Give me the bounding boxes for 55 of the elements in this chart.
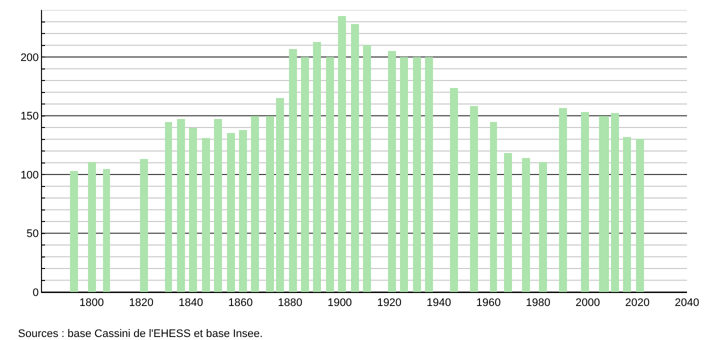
bar	[470, 106, 478, 292]
bar	[490, 122, 497, 292]
x-tick-label: 2040	[674, 297, 700, 310]
bar	[313, 42, 321, 292]
bar	[522, 158, 530, 292]
bar	[581, 112, 589, 292]
bar	[611, 113, 619, 292]
bar	[413, 57, 421, 292]
bar	[140, 159, 148, 292]
bar	[425, 57, 433, 292]
bar	[202, 138, 210, 292]
bar	[214, 119, 222, 292]
bar	[239, 130, 247, 292]
bar	[177, 119, 185, 292]
bar	[189, 128, 197, 292]
bar	[326, 57, 334, 292]
bar	[388, 51, 396, 292]
x-tick-label: 1800	[79, 297, 104, 310]
bar	[251, 116, 259, 292]
x-tick-label: 1980	[526, 297, 550, 310]
x-tick-label: 2020	[625, 297, 650, 310]
bar	[363, 45, 371, 292]
x-tick-label: 1820	[128, 297, 154, 310]
bar	[559, 108, 567, 292]
bar	[351, 24, 359, 292]
bar	[276, 98, 284, 292]
bar	[70, 171, 78, 292]
y-tick-label: 200	[20, 52, 39, 64]
bar	[266, 116, 274, 292]
bar	[636, 139, 644, 292]
x-tick-label: 2000	[576, 297, 600, 310]
bar	[165, 122, 172, 292]
x-tick-label: 1900	[327, 297, 352, 310]
bar	[450, 88, 458, 292]
source-note: Sources : base Cassini de l'EHESS et base Insee.	[18, 328, 263, 340]
y-tick-label: 100	[20, 169, 39, 182]
x-tick-label: 1880	[278, 297, 302, 310]
bar	[539, 162, 547, 292]
x-tick-label: 1840	[178, 297, 204, 310]
bar	[289, 49, 297, 292]
y-tick-label: 150	[20, 110, 39, 123]
x-tick-label: 1940	[426, 297, 452, 310]
bar	[88, 162, 96, 292]
x-tick-label: 1960	[476, 297, 501, 310]
x-tick-label: 1860	[228, 297, 253, 310]
bar	[400, 57, 408, 292]
x-tick-label: 1920	[377, 297, 402, 310]
bar	[301, 57, 309, 292]
bar	[227, 133, 235, 292]
y-tick-label: 0	[32, 286, 39, 299]
bar	[103, 169, 110, 292]
bar	[623, 137, 631, 292]
y-tick-label: 50	[26, 228, 39, 240]
bar	[338, 16, 346, 292]
bar	[504, 153, 512, 292]
